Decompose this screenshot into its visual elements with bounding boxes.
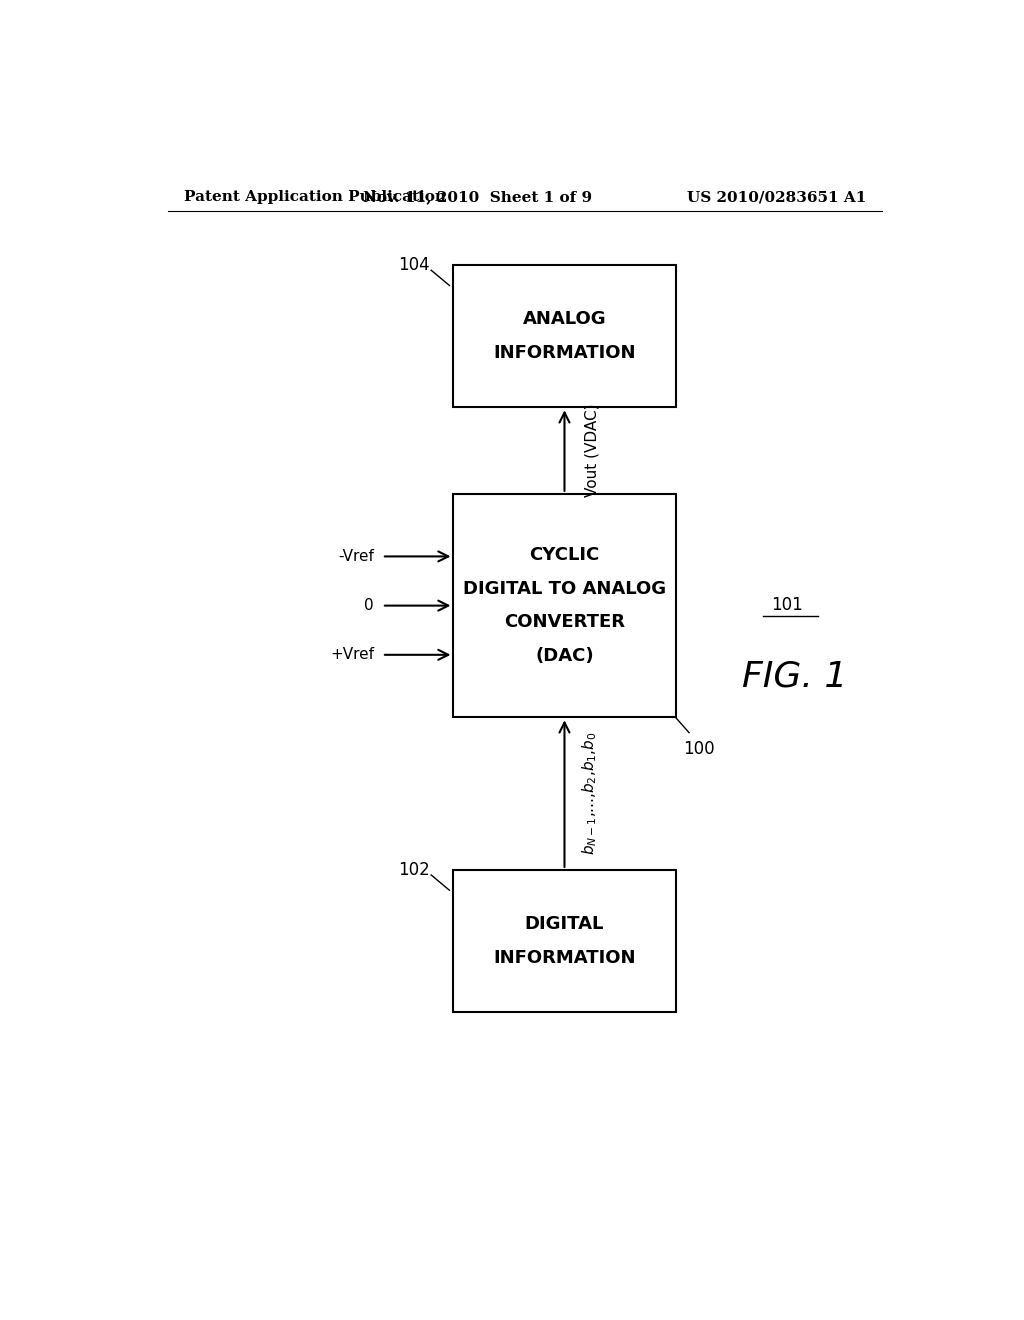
- Bar: [454, 494, 676, 718]
- Text: +Vref: +Vref: [330, 647, 374, 663]
- Text: 0: 0: [365, 598, 374, 612]
- Text: -Vref: -Vref: [338, 549, 374, 564]
- Text: (DAC): (DAC): [536, 647, 594, 665]
- Text: CYCLIC: CYCLIC: [529, 546, 600, 565]
- Text: FIG. 1: FIG. 1: [742, 660, 847, 694]
- Text: INFORMATION: INFORMATION: [494, 949, 636, 966]
- Text: US 2010/0283651 A1: US 2010/0283651 A1: [687, 190, 866, 205]
- Bar: [454, 870, 676, 1012]
- Text: 101: 101: [771, 595, 803, 614]
- Text: 100: 100: [684, 739, 715, 758]
- Text: Vout (VDAC): Vout (VDAC): [585, 404, 599, 498]
- Text: CONVERTER: CONVERTER: [504, 614, 625, 631]
- Bar: [454, 265, 676, 408]
- Text: Patent Application Publication: Patent Application Publication: [183, 190, 445, 205]
- Text: Nov. 11, 2010  Sheet 1 of 9: Nov. 11, 2010 Sheet 1 of 9: [362, 190, 592, 205]
- Text: INFORMATION: INFORMATION: [494, 345, 636, 362]
- Text: 102: 102: [397, 861, 430, 879]
- Text: ANALOG: ANALOG: [522, 310, 606, 329]
- Text: 104: 104: [398, 256, 430, 275]
- Text: DIGITAL: DIGITAL: [524, 915, 604, 933]
- Text: $b_{N-1}$,...,$b_2$,$b_1$,$b_0$: $b_{N-1}$,...,$b_2$,$b_1$,$b_0$: [581, 731, 599, 855]
- Text: DIGITAL TO ANALOG: DIGITAL TO ANALOG: [463, 579, 666, 598]
